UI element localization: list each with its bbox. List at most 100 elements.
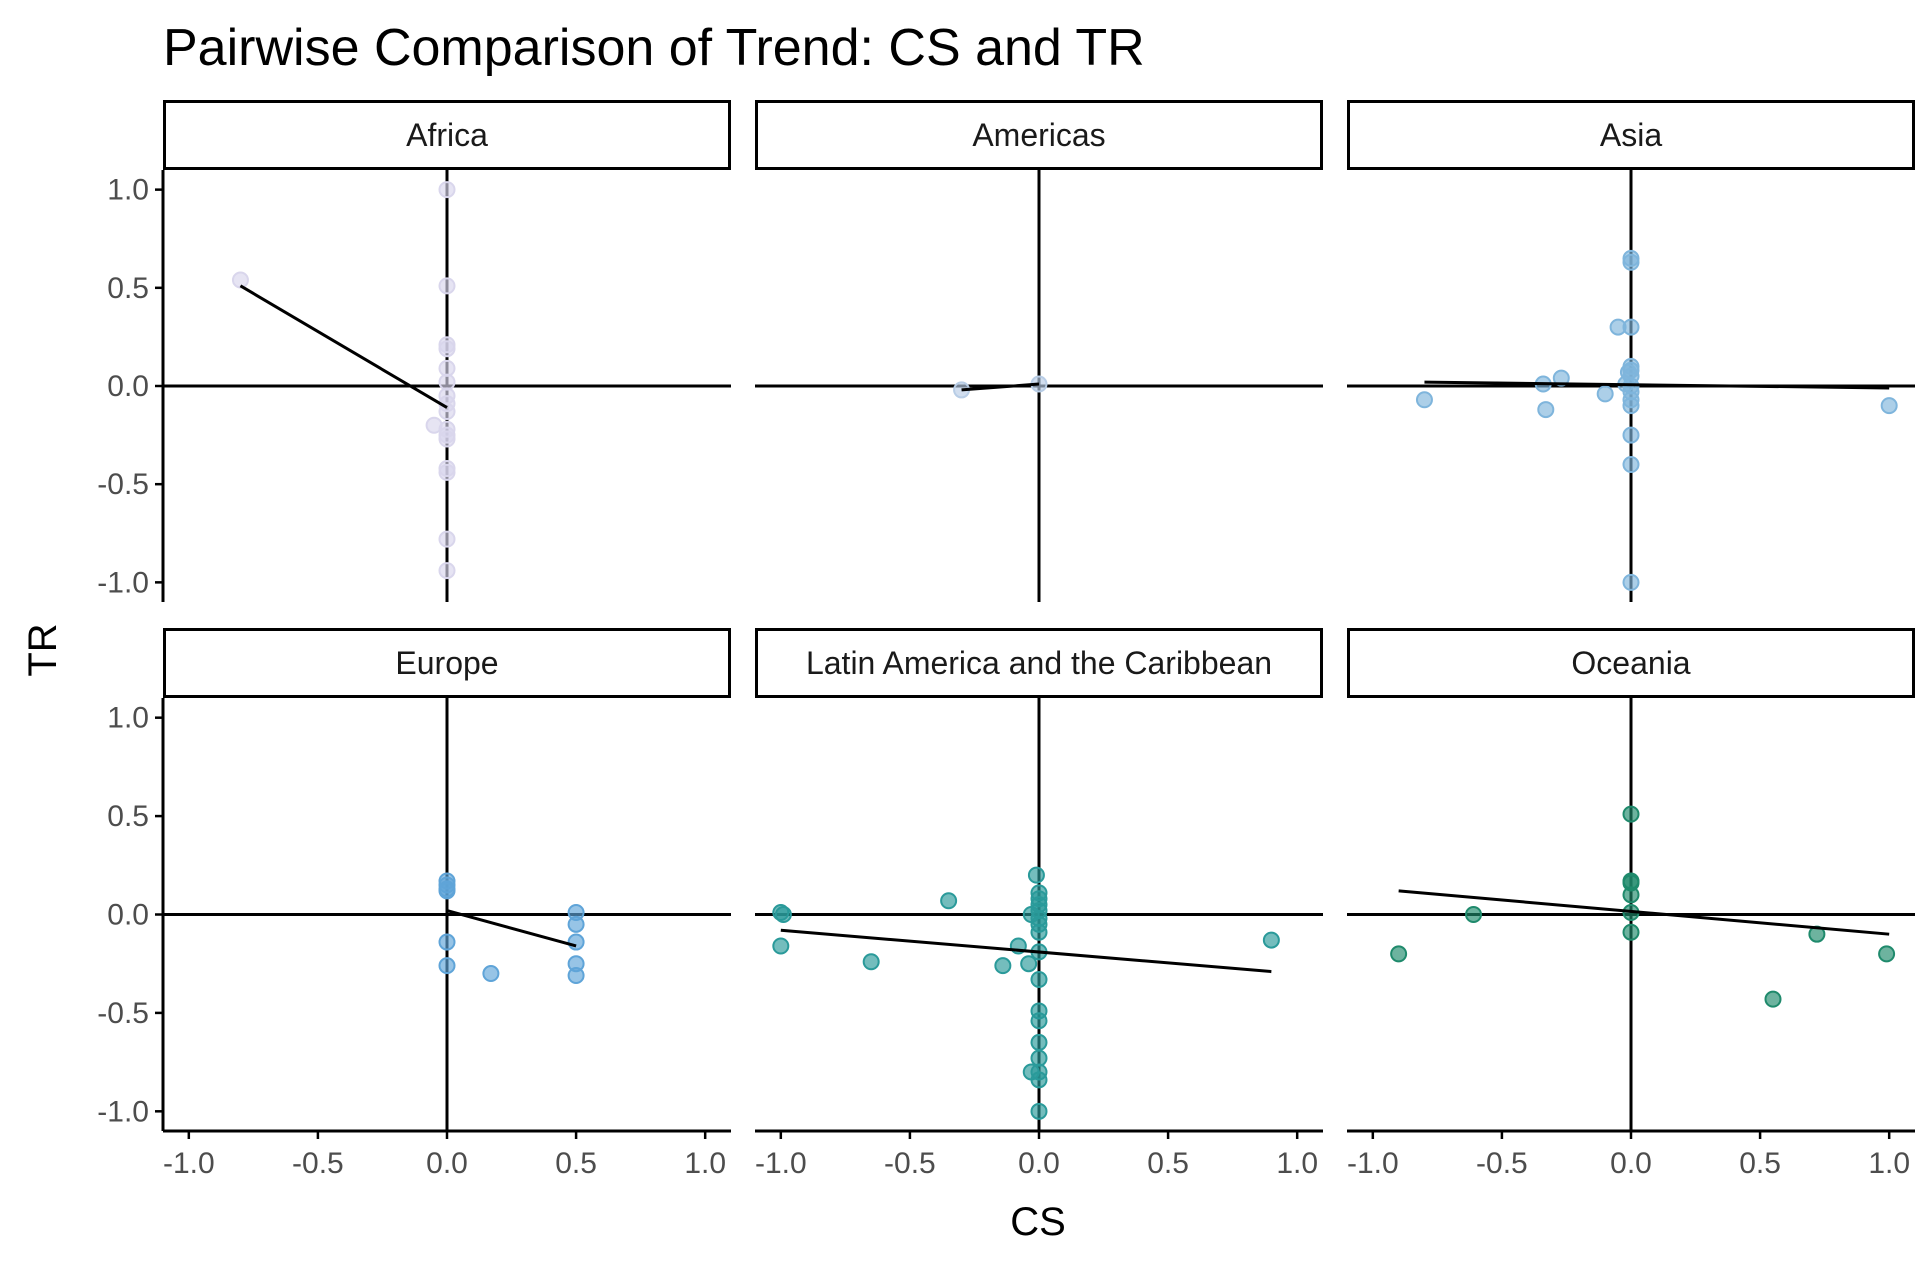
x-axis-title: CS [1010, 1200, 1066, 1244]
data-point [438, 463, 456, 481]
x-tick-label: 0.5 [1739, 1147, 1781, 1180]
y-tick-label: -1.0 [97, 1095, 149, 1128]
data-point [1030, 970, 1048, 988]
y-axis-title: TR [21, 623, 65, 676]
panel-americas: Americas [755, 100, 1323, 602]
data-point [1622, 805, 1640, 823]
x-tick-label: 1.0 [1868, 1147, 1910, 1180]
fit-line [1424, 380, 1890, 390]
data-point [1622, 426, 1640, 444]
y-tick-label: -0.5 [97, 997, 149, 1030]
panel-africa: Africa -1.0 -0.5 0.0 0.5 1.0 [97, 100, 731, 602]
data-point [438, 340, 456, 358]
fit-line [1398, 889, 1890, 936]
data-point [567, 933, 585, 951]
panel-europe: Europe -1.0 -0.5 0.0 0.5 1.0 -1.0 -0.5 0.0 0.5 1.0 [97, 628, 731, 1180]
facet-label: Oceania [1571, 645, 1690, 681]
data-point [1622, 253, 1640, 271]
data-point [438, 277, 456, 295]
data-point [1030, 1049, 1048, 1067]
y-tick-label: 0.0 [107, 899, 149, 932]
data-point [1415, 391, 1433, 409]
facet-label: Asia [1600, 117, 1662, 153]
data-point [1030, 1033, 1048, 1051]
y-tick-label: 0.0 [107, 370, 149, 403]
facet-strip [163, 628, 731, 698]
facet-strip [1347, 100, 1915, 170]
data-point [438, 430, 456, 448]
x-tick-label: -0.5 [884, 1147, 936, 1180]
panels: Africa -1.0 -0.5 0.0 0.5 1.0 Americas Asia Europ… [97, 100, 1915, 1180]
data-point [438, 403, 456, 421]
data-point [1764, 990, 1782, 1008]
data-point [1596, 385, 1614, 403]
data-point [1537, 401, 1555, 419]
x-tick-label: 1.0 [1276, 1147, 1318, 1180]
data-point [438, 181, 456, 199]
facet-strip [755, 100, 1323, 170]
y-tick-label: -1.0 [97, 566, 149, 599]
x-tick-label: -1.0 [1347, 1147, 1399, 1180]
data-point [567, 915, 585, 933]
x-tick-label: -0.5 [1476, 1147, 1528, 1180]
data-point [994, 957, 1012, 975]
y-tick-label: 1.0 [107, 174, 149, 207]
data-point [774, 906, 792, 923]
x-tick-label: 0.5 [555, 1147, 597, 1180]
panel-latin-america-and-the-caribbean: Latin America and the Caribbean -1.0 -0.5 0… [755, 628, 1323, 1180]
facet-strip [1347, 628, 1915, 698]
fit-line [961, 382, 1040, 392]
y-tick-label: 0.5 [107, 272, 149, 305]
data-point [1027, 866, 1045, 884]
y-tick-label: 1.0 [107, 702, 149, 735]
data-point [1030, 1102, 1048, 1120]
x-tick-label: 0.0 [1610, 1147, 1652, 1180]
data-point [567, 967, 585, 985]
fit-line [780, 928, 1272, 974]
data-point [438, 882, 456, 900]
data-point [1020, 955, 1038, 973]
data-point [438, 530, 456, 548]
data-point [438, 957, 456, 975]
y-tick-label: -0.5 [97, 468, 149, 501]
data-point [1465, 906, 1483, 923]
data-point [438, 562, 456, 580]
x-tick-label: -0.5 [292, 1147, 344, 1180]
data-point [862, 953, 880, 971]
data-point [940, 892, 958, 910]
facet-label: Latin America and the Caribbean [806, 645, 1272, 681]
data-point [1262, 931, 1280, 949]
data-point [1878, 945, 1896, 963]
facet-strip [755, 628, 1323, 698]
data-point [1622, 397, 1640, 415]
data-point [1390, 945, 1408, 963]
data-point [1622, 923, 1640, 941]
x-tick-label: 1.0 [684, 1147, 726, 1180]
x-tick-label: 0.5 [1147, 1147, 1189, 1180]
panel-oceania: Oceania -1.0 -0.5 0.0 0.5 1.0 [1347, 628, 1915, 1180]
y-tick-label: 0.5 [107, 800, 149, 833]
data-point [772, 937, 790, 955]
x-tick-label: 0.0 [426, 1147, 468, 1180]
data-point [1622, 573, 1640, 591]
data-point [231, 271, 249, 289]
fit-line [446, 909, 577, 948]
facet-strip [163, 100, 731, 170]
data-point [1622, 456, 1640, 474]
data-point [1030, 1071, 1048, 1089]
facet-label: Europe [395, 645, 498, 681]
facet-label: Americas [972, 117, 1105, 153]
data-point [1030, 1012, 1048, 1030]
data-point [1552, 369, 1570, 387]
data-point [1030, 923, 1048, 941]
x-tick-label: 0.0 [1018, 1147, 1060, 1180]
chart-title: Pairwise Comparison of Trend: CS and TR [163, 19, 1145, 77]
data-point [1880, 397, 1898, 415]
data-point [438, 933, 456, 951]
fit-line [239, 284, 448, 409]
x-tick-label: -1.0 [163, 1147, 215, 1180]
data-point [1622, 886, 1640, 904]
panel-asia: Asia [1347, 100, 1915, 602]
data-point [482, 965, 500, 983]
